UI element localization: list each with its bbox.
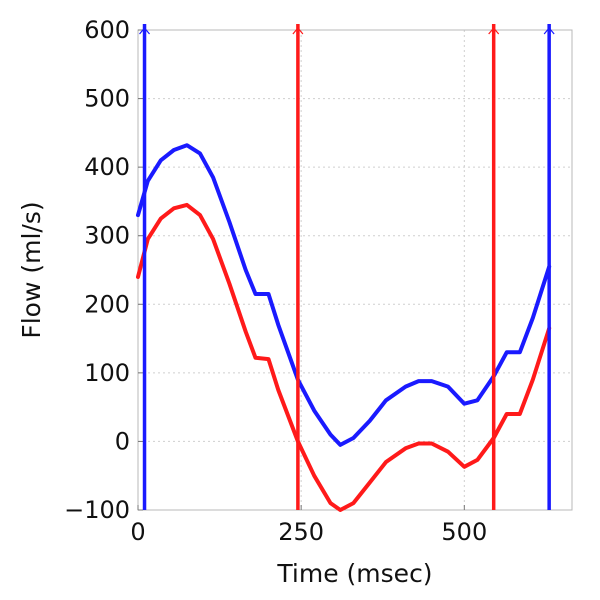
y-tick-label: 500 xyxy=(84,85,130,113)
x-axis-label: Time (msec) xyxy=(276,559,432,588)
x-tick-label: 500 xyxy=(441,518,487,546)
vertical-marker-cap-2 xyxy=(488,27,500,35)
vertical-marker-cap-0 xyxy=(139,27,150,35)
grid-layer xyxy=(138,30,572,510)
x-tick-label: 0 xyxy=(130,518,145,546)
y-tick-label: 100 xyxy=(84,359,130,387)
y-tick-label: 600 xyxy=(84,16,130,44)
series-line-0 xyxy=(136,143,552,447)
y-tick-label: 300 xyxy=(84,222,130,250)
vertical-marker-cap-3 xyxy=(543,27,555,35)
vertical-marker-cap-1 xyxy=(292,27,304,35)
series-line-1 xyxy=(136,202,552,512)
y-axis-label: Flow (ml/s) xyxy=(17,201,46,338)
y-tick-label: 400 xyxy=(84,153,130,181)
marker-layer xyxy=(139,24,555,510)
x-tick-label: 250 xyxy=(278,518,324,546)
y-tick-label: 200 xyxy=(84,290,130,318)
series-layer xyxy=(136,143,552,512)
y-tick-label: −100 xyxy=(64,496,130,524)
y-tick-label: 0 xyxy=(115,427,130,455)
